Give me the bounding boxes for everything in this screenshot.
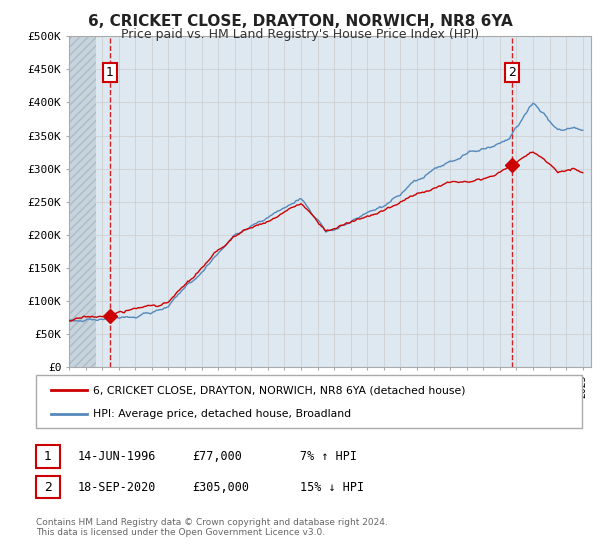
Text: 1: 1	[44, 450, 52, 463]
Text: 7% ↑ HPI: 7% ↑ HPI	[300, 450, 357, 463]
Text: Contains HM Land Registry data © Crown copyright and database right 2024.
This d: Contains HM Land Registry data © Crown c…	[36, 518, 388, 538]
Text: 2: 2	[44, 480, 52, 494]
Bar	[69, 36, 95, 367]
Text: £77,000: £77,000	[192, 450, 242, 463]
Text: 6, CRICKET CLOSE, DRAYTON, NORWICH, NR8 6YA: 6, CRICKET CLOSE, DRAYTON, NORWICH, NR8 …	[88, 14, 512, 29]
Text: 14-JUN-1996: 14-JUN-1996	[78, 450, 157, 463]
Text: 1: 1	[106, 66, 113, 80]
Text: HPI: Average price, detached house, Broadland: HPI: Average price, detached house, Broa…	[93, 408, 351, 418]
Text: Price paid vs. HM Land Registry's House Price Index (HPI): Price paid vs. HM Land Registry's House …	[121, 28, 479, 41]
Text: 2: 2	[508, 66, 516, 80]
Text: £305,000: £305,000	[192, 480, 249, 494]
Text: 15% ↓ HPI: 15% ↓ HPI	[300, 480, 364, 494]
Text: 18-SEP-2020: 18-SEP-2020	[78, 480, 157, 494]
Text: 6, CRICKET CLOSE, DRAYTON, NORWICH, NR8 6YA (detached house): 6, CRICKET CLOSE, DRAYTON, NORWICH, NR8 …	[93, 385, 466, 395]
